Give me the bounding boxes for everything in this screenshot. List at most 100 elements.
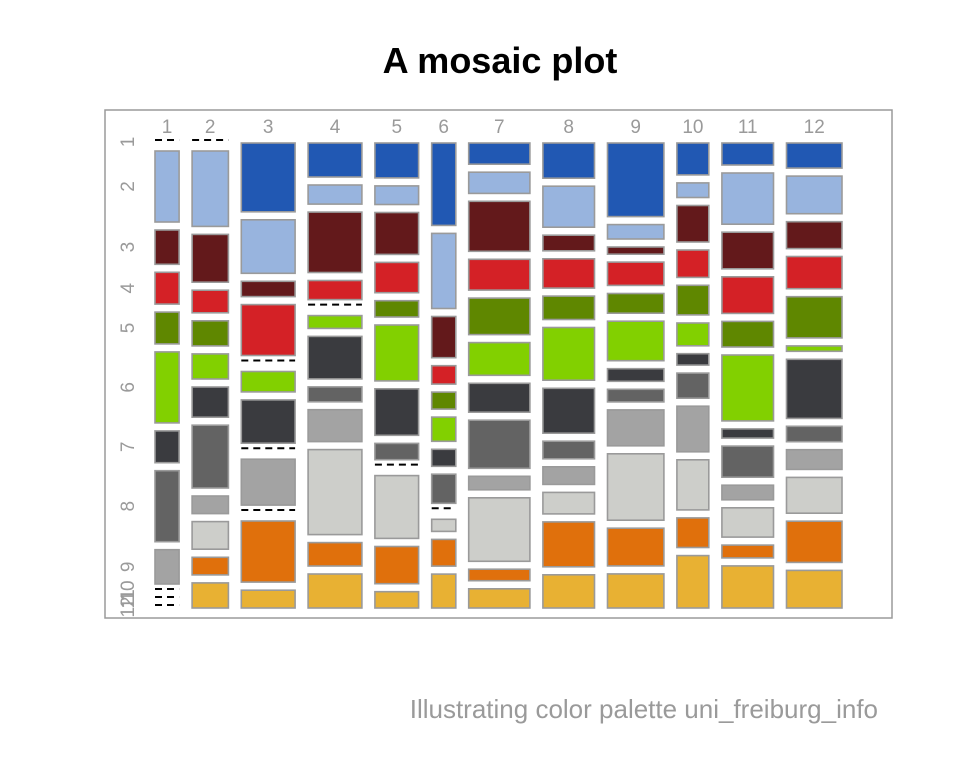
mosaic-cell	[154, 229, 180, 266]
mosaic-cell	[785, 175, 843, 215]
mosaic-cell	[430, 142, 457, 227]
mosaic-cell	[785, 255, 843, 290]
mosaic-cell	[676, 142, 710, 176]
mosaic-cell	[191, 353, 230, 380]
mosaic-cell	[785, 358, 843, 420]
mosaic-cell	[721, 320, 775, 348]
mosaic-cell	[606, 292, 665, 315]
mosaic-cell	[721, 172, 775, 226]
y-tick-label: 7	[118, 442, 139, 453]
x-tick-labels: 1 2 3 4 5 6 7 8 9 10 11 12	[162, 117, 825, 138]
mosaic-cell	[676, 322, 710, 347]
x-tick-label: 4	[330, 117, 341, 138]
mosaic-cell	[374, 261, 420, 294]
mosaic-cell	[307, 541, 363, 567]
mosaic-cell	[430, 416, 457, 443]
mosaic-cell	[467, 297, 531, 336]
mosaic-cell	[721, 445, 775, 479]
mosaic-cell	[467, 419, 531, 470]
mosaic-cell	[154, 271, 180, 305]
mosaic-cell	[374, 142, 420, 179]
y-tick-label: 6	[118, 382, 139, 393]
mosaic-cell	[374, 442, 420, 461]
mosaic-cell	[307, 448, 363, 536]
mosaic-cell	[721, 231, 775, 270]
mosaic-cell	[542, 185, 596, 228]
x-tick-label: 12	[804, 117, 825, 138]
x-tick-label: 8	[563, 117, 574, 138]
mosaic-cell	[191, 495, 230, 515]
y-tick-label: 1	[118, 137, 139, 148]
mosaic-cell	[240, 458, 296, 506]
mosaic-cell	[191, 150, 230, 228]
palette-caption: Illustrating color palette uni_freiburg_…	[410, 694, 878, 724]
mosaic-cell	[240, 219, 296, 275]
mosaic-cell	[430, 364, 457, 385]
mosaic-cell	[606, 388, 665, 403]
mosaic-cell	[240, 589, 296, 609]
mosaic-cell	[467, 341, 531, 377]
x-tick-label: 5	[392, 117, 403, 138]
mosaic-cell	[721, 428, 775, 439]
mosaic-cell	[191, 520, 230, 550]
mosaic-cell	[676, 458, 710, 511]
mosaic-cell	[542, 573, 596, 609]
y-tick-label: 12	[118, 596, 139, 617]
mosaic-cell	[374, 324, 420, 382]
mosaic-cell	[191, 386, 230, 419]
x-tick-label: 1	[162, 117, 173, 138]
mosaic-cell	[467, 587, 531, 609]
mosaic-cell	[307, 184, 363, 205]
mosaic-cell	[374, 590, 420, 609]
mosaic-cell	[154, 150, 180, 223]
x-tick-label: 9	[630, 117, 641, 138]
mosaic-cell	[467, 200, 531, 253]
mosaic-cell	[606, 527, 665, 567]
mosaic-cell	[606, 367, 665, 383]
mosaic-cell	[430, 518, 457, 533]
mosaic-cell	[191, 289, 230, 314]
mosaic-cell	[240, 142, 296, 213]
mosaic-cell	[467, 496, 531, 563]
mosaic-cell	[467, 568, 531, 582]
mosaic-cell	[430, 538, 457, 567]
mosaic-cell	[721, 565, 775, 609]
mosaic-cell	[606, 261, 665, 287]
mosaic-cell	[785, 220, 843, 250]
mosaic-cell	[606, 142, 665, 218]
mosaic-cell	[606, 246, 665, 255]
chart-title: A mosaic plot	[383, 40, 618, 81]
mosaic-cell	[374, 545, 420, 585]
mosaic-cell	[154, 311, 180, 345]
x-tick-label: 7	[494, 117, 505, 138]
mosaic-cell	[606, 452, 665, 521]
mosaic-cell	[374, 185, 420, 206]
mosaic-cell	[542, 326, 596, 382]
y-tick-label: 5	[118, 323, 139, 334]
mosaic-cell	[785, 569, 843, 609]
mosaic-cell	[430, 315, 457, 359]
mosaic-cell	[307, 142, 363, 178]
mosaic-cell	[785, 448, 843, 471]
mosaic-cell	[785, 295, 843, 339]
mosaic-cell	[542, 440, 596, 460]
mosaic-cell	[430, 573, 457, 609]
mosaic-cell	[191, 424, 230, 489]
mosaic-cell	[785, 345, 843, 353]
y-tick-label: 11	[118, 589, 139, 609]
mosaic-cell	[191, 556, 230, 576]
mosaic-cell	[676, 249, 710, 279]
mosaic-cell	[676, 284, 710, 316]
mosaic-cell	[467, 258, 531, 291]
y-tick-label: 8	[118, 501, 139, 512]
mosaic-cell	[542, 491, 596, 515]
mosaic-cell	[467, 171, 531, 195]
mosaic-cell	[430, 232, 457, 310]
mosaic-cell	[374, 299, 420, 318]
mosaic-cell	[606, 320, 665, 362]
x-tick-label: 3	[263, 117, 274, 138]
mosaic-cell	[606, 409, 665, 447]
mosaic-cell	[676, 405, 710, 453]
mosaic-cell	[721, 506, 775, 538]
